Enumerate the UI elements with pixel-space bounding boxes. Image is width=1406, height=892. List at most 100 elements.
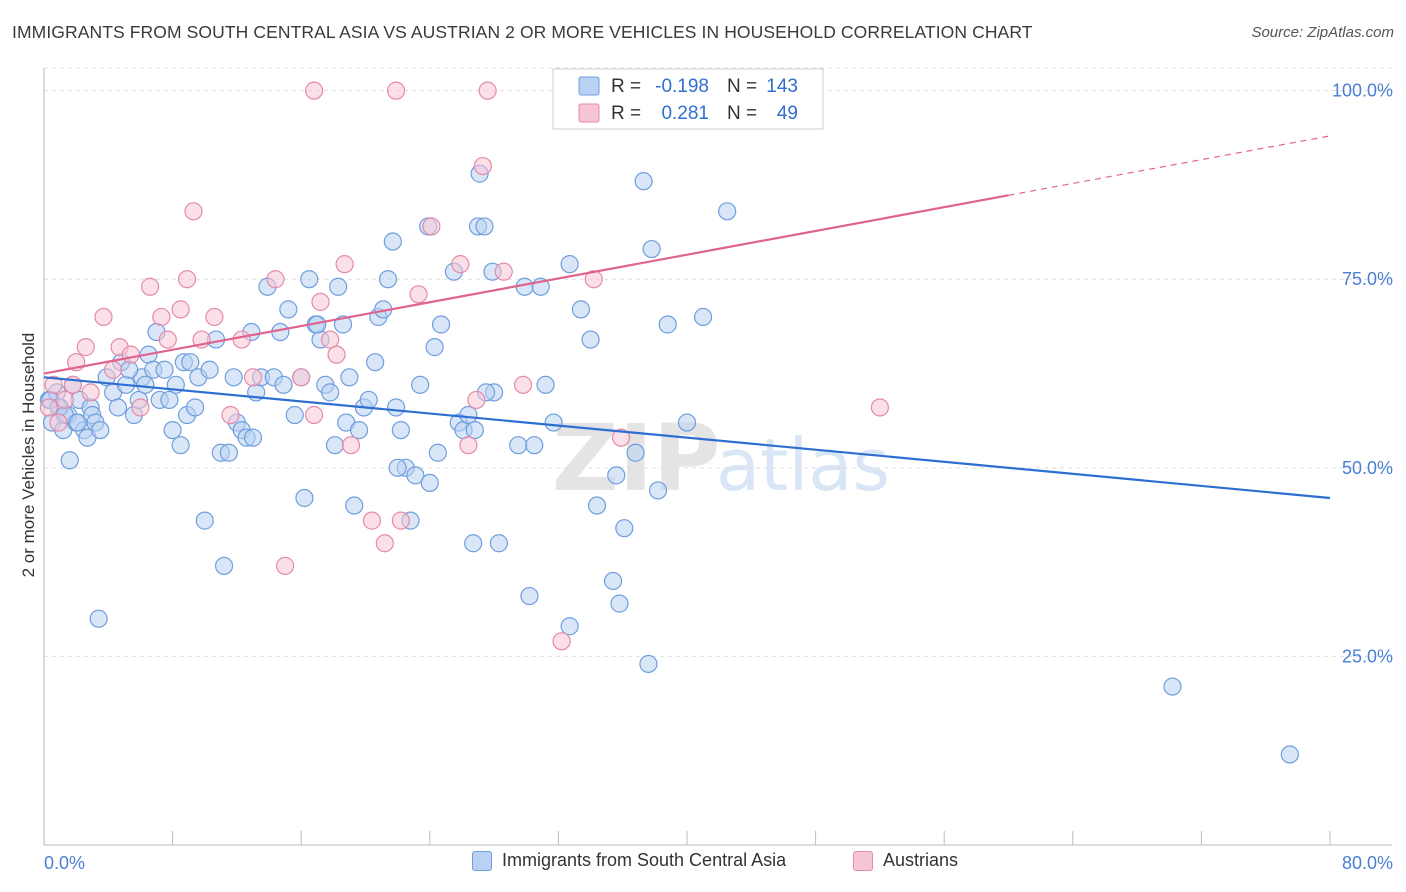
point-austrians [304,81,324,100]
point-austrians [232,330,251,349]
point-austrians [49,413,68,432]
point-immigrants [136,375,155,394]
point-immigrants [642,239,661,259]
point-immigrants [693,307,713,327]
point-immigrants [391,420,410,440]
point-immigrants [1163,677,1182,696]
point-immigrants [108,398,128,417]
point-austrians [177,270,197,289]
point-immigrants [349,420,369,440]
bottom-legend: Immigrants from South Central Asia Austr… [0,850,1406,880]
point-immigrants [200,360,219,379]
point-austrians [870,398,890,417]
source-credit: Source: ZipAtlas.com [1251,24,1394,41]
bottom-legend-item-austrians: Austrians [853,850,958,871]
point-austrians [451,255,470,274]
point-austrians [140,277,160,296]
point-immigrants [359,390,378,410]
point-immigrants [378,270,398,289]
point-immigrants [274,375,293,394]
point-immigrants [587,496,607,515]
point-immigrants [425,338,444,357]
point-immigrants [626,443,645,462]
point-austrians [478,81,497,100]
point-immigrants [465,420,484,440]
legend: R = -0.198 N = 143 R = 0.281 N = 49 [552,68,824,130]
point-immigrants [615,519,634,538]
point-immigrants [181,353,200,372]
point-austrians [422,217,441,236]
point-austrians [152,307,171,327]
point-immigrants [186,398,205,417]
point-immigrants [60,451,79,470]
point-austrians [55,390,74,410]
point-immigrants [406,466,425,485]
point-austrians [39,398,58,417]
point-immigrants [520,586,539,606]
legend-r-value-immigrants: -0.198 [655,76,709,97]
point-immigrants [329,277,348,296]
point-austrians [121,345,140,364]
point-immigrants [195,511,214,530]
point-immigrants [345,496,364,515]
point-immigrants [325,436,345,455]
point-austrians [304,405,324,425]
y-tick-label: 25.0% [1342,646,1393,666]
point-immigrants [383,232,402,251]
point-immigrants [285,405,304,425]
point-austrians [104,360,123,379]
point-immigrants [171,436,190,455]
point-immigrants [321,383,340,402]
point-immigrants [300,270,319,289]
point-immigrants [279,300,298,319]
bottom-legend-swatch-austrians [853,850,873,871]
y-axis-label: 2 or more Vehicles in Household [19,333,38,578]
point-immigrants [509,436,528,455]
point-immigrants [648,481,668,500]
point-austrians [158,330,177,349]
legend-n-value-austrians: 49 [777,103,798,124]
watermark-atlas: atlas [716,423,890,507]
point-immigrants [431,315,451,334]
point-austrians [327,345,346,364]
legend-r-value-austrians: 0.281 [661,103,709,124]
point-immigrants [560,255,579,274]
point-austrians [362,511,382,530]
point-austrians [584,270,603,289]
bottom-legend-swatch-immigrants [472,850,492,871]
point-immigrants [464,534,483,553]
point-austrians [467,390,486,410]
point-immigrants [340,368,359,387]
point-immigrants [536,375,555,394]
point-austrians [205,307,224,327]
point-immigrants [333,315,353,334]
legend-r-label-austrians: R = [611,103,641,124]
point-austrians [44,375,63,394]
point-austrians [76,338,95,357]
point-austrians [81,383,100,402]
point-austrians [171,300,190,319]
point-immigrants [603,571,623,591]
point-immigrants [428,443,447,462]
point-immigrants [581,330,600,349]
point-immigrants [243,428,263,447]
point-austrians [94,307,113,327]
point-austrians [131,398,150,417]
point-immigrants [120,360,139,379]
trend-line-austrians [43,194,1009,375]
point-immigrants [89,609,108,628]
point-austrians [311,292,330,311]
point-immigrants [219,443,238,462]
legend-swatch-austrians [578,103,600,123]
point-immigrants [366,353,385,372]
bottom-legend-label-austrians: Austrians [883,850,959,870]
point-austrians [391,511,410,530]
point-austrians [409,285,428,304]
point-immigrants [388,458,407,477]
point-immigrants [68,413,87,432]
point-austrians [292,368,311,387]
point-immigrants [525,436,544,455]
point-austrians [473,156,492,176]
point-immigrants [658,315,677,334]
point-austrians [266,270,285,289]
